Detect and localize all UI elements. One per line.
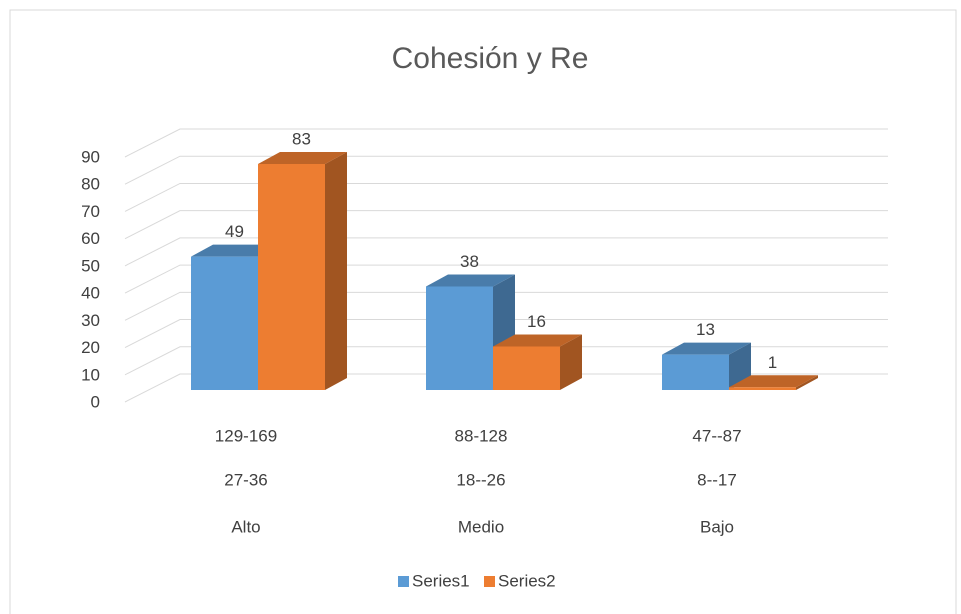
grid-line xyxy=(124,237,888,267)
data-label: 1 xyxy=(768,353,777,372)
y-tick-label: 90 xyxy=(81,147,100,166)
y-tick-label: 10 xyxy=(81,365,100,384)
legend-label: Series1 xyxy=(412,571,470,590)
bar xyxy=(493,334,582,390)
grid-line xyxy=(124,373,888,403)
grid-line xyxy=(124,346,888,376)
legend-label: Series2 xyxy=(498,571,556,590)
bar-face xyxy=(729,375,818,388)
bar-face xyxy=(662,354,729,390)
data-label: 83 xyxy=(292,130,311,149)
y-tick-label: 0 xyxy=(91,392,100,411)
bar-face xyxy=(325,152,347,390)
grid-line xyxy=(124,155,888,185)
grid-line xyxy=(124,319,888,349)
bar-face xyxy=(493,334,582,347)
x-tick-label: 47--87 xyxy=(692,426,741,445)
grid-line xyxy=(124,182,888,212)
grid-line xyxy=(124,128,888,158)
bar-face xyxy=(191,244,280,257)
x-tick-label: Alto xyxy=(231,517,260,536)
bar-face xyxy=(258,164,325,390)
data-label: 38 xyxy=(460,252,479,271)
x-tick-label: 8--17 xyxy=(697,470,737,489)
y-tick-label: 20 xyxy=(81,338,100,357)
chart-title: Cohesión y Re xyxy=(392,42,589,75)
bar-face xyxy=(191,256,258,390)
bar-face xyxy=(560,334,582,390)
data-label: 49 xyxy=(225,222,244,241)
x-tick-label: 27-36 xyxy=(224,470,267,489)
y-tick-label: 60 xyxy=(81,229,100,248)
bar-face xyxy=(729,387,796,390)
x-tick-label: 88-128 xyxy=(455,426,508,445)
y-tick-label: 40 xyxy=(81,284,100,303)
data-label: 16 xyxy=(527,312,546,331)
bar-face xyxy=(796,375,818,390)
x-tick-label: Bajo xyxy=(700,517,734,536)
bar xyxy=(729,375,818,390)
bar xyxy=(258,152,347,390)
grid-line xyxy=(124,264,888,294)
bar-face xyxy=(258,152,347,165)
x-tick-label: 18--26 xyxy=(456,470,505,489)
y-tick-label: 50 xyxy=(81,256,100,275)
legend-swatch xyxy=(398,576,409,587)
x-tick-label: 129-169 xyxy=(215,426,277,445)
bar-face xyxy=(729,342,751,390)
bar-face xyxy=(662,342,751,355)
grid-line xyxy=(124,291,888,321)
y-tick-label: 70 xyxy=(81,202,100,221)
grid-line xyxy=(124,210,888,240)
bar xyxy=(662,342,751,390)
bar-face xyxy=(426,286,493,390)
x-tick-label: Medio xyxy=(458,517,504,536)
y-tick-label: 30 xyxy=(81,311,100,330)
data-label: 13 xyxy=(696,320,715,339)
bar-face xyxy=(426,274,515,287)
bar-face xyxy=(493,346,560,390)
y-tick-label: 80 xyxy=(81,175,100,194)
legend-swatch xyxy=(484,576,495,587)
